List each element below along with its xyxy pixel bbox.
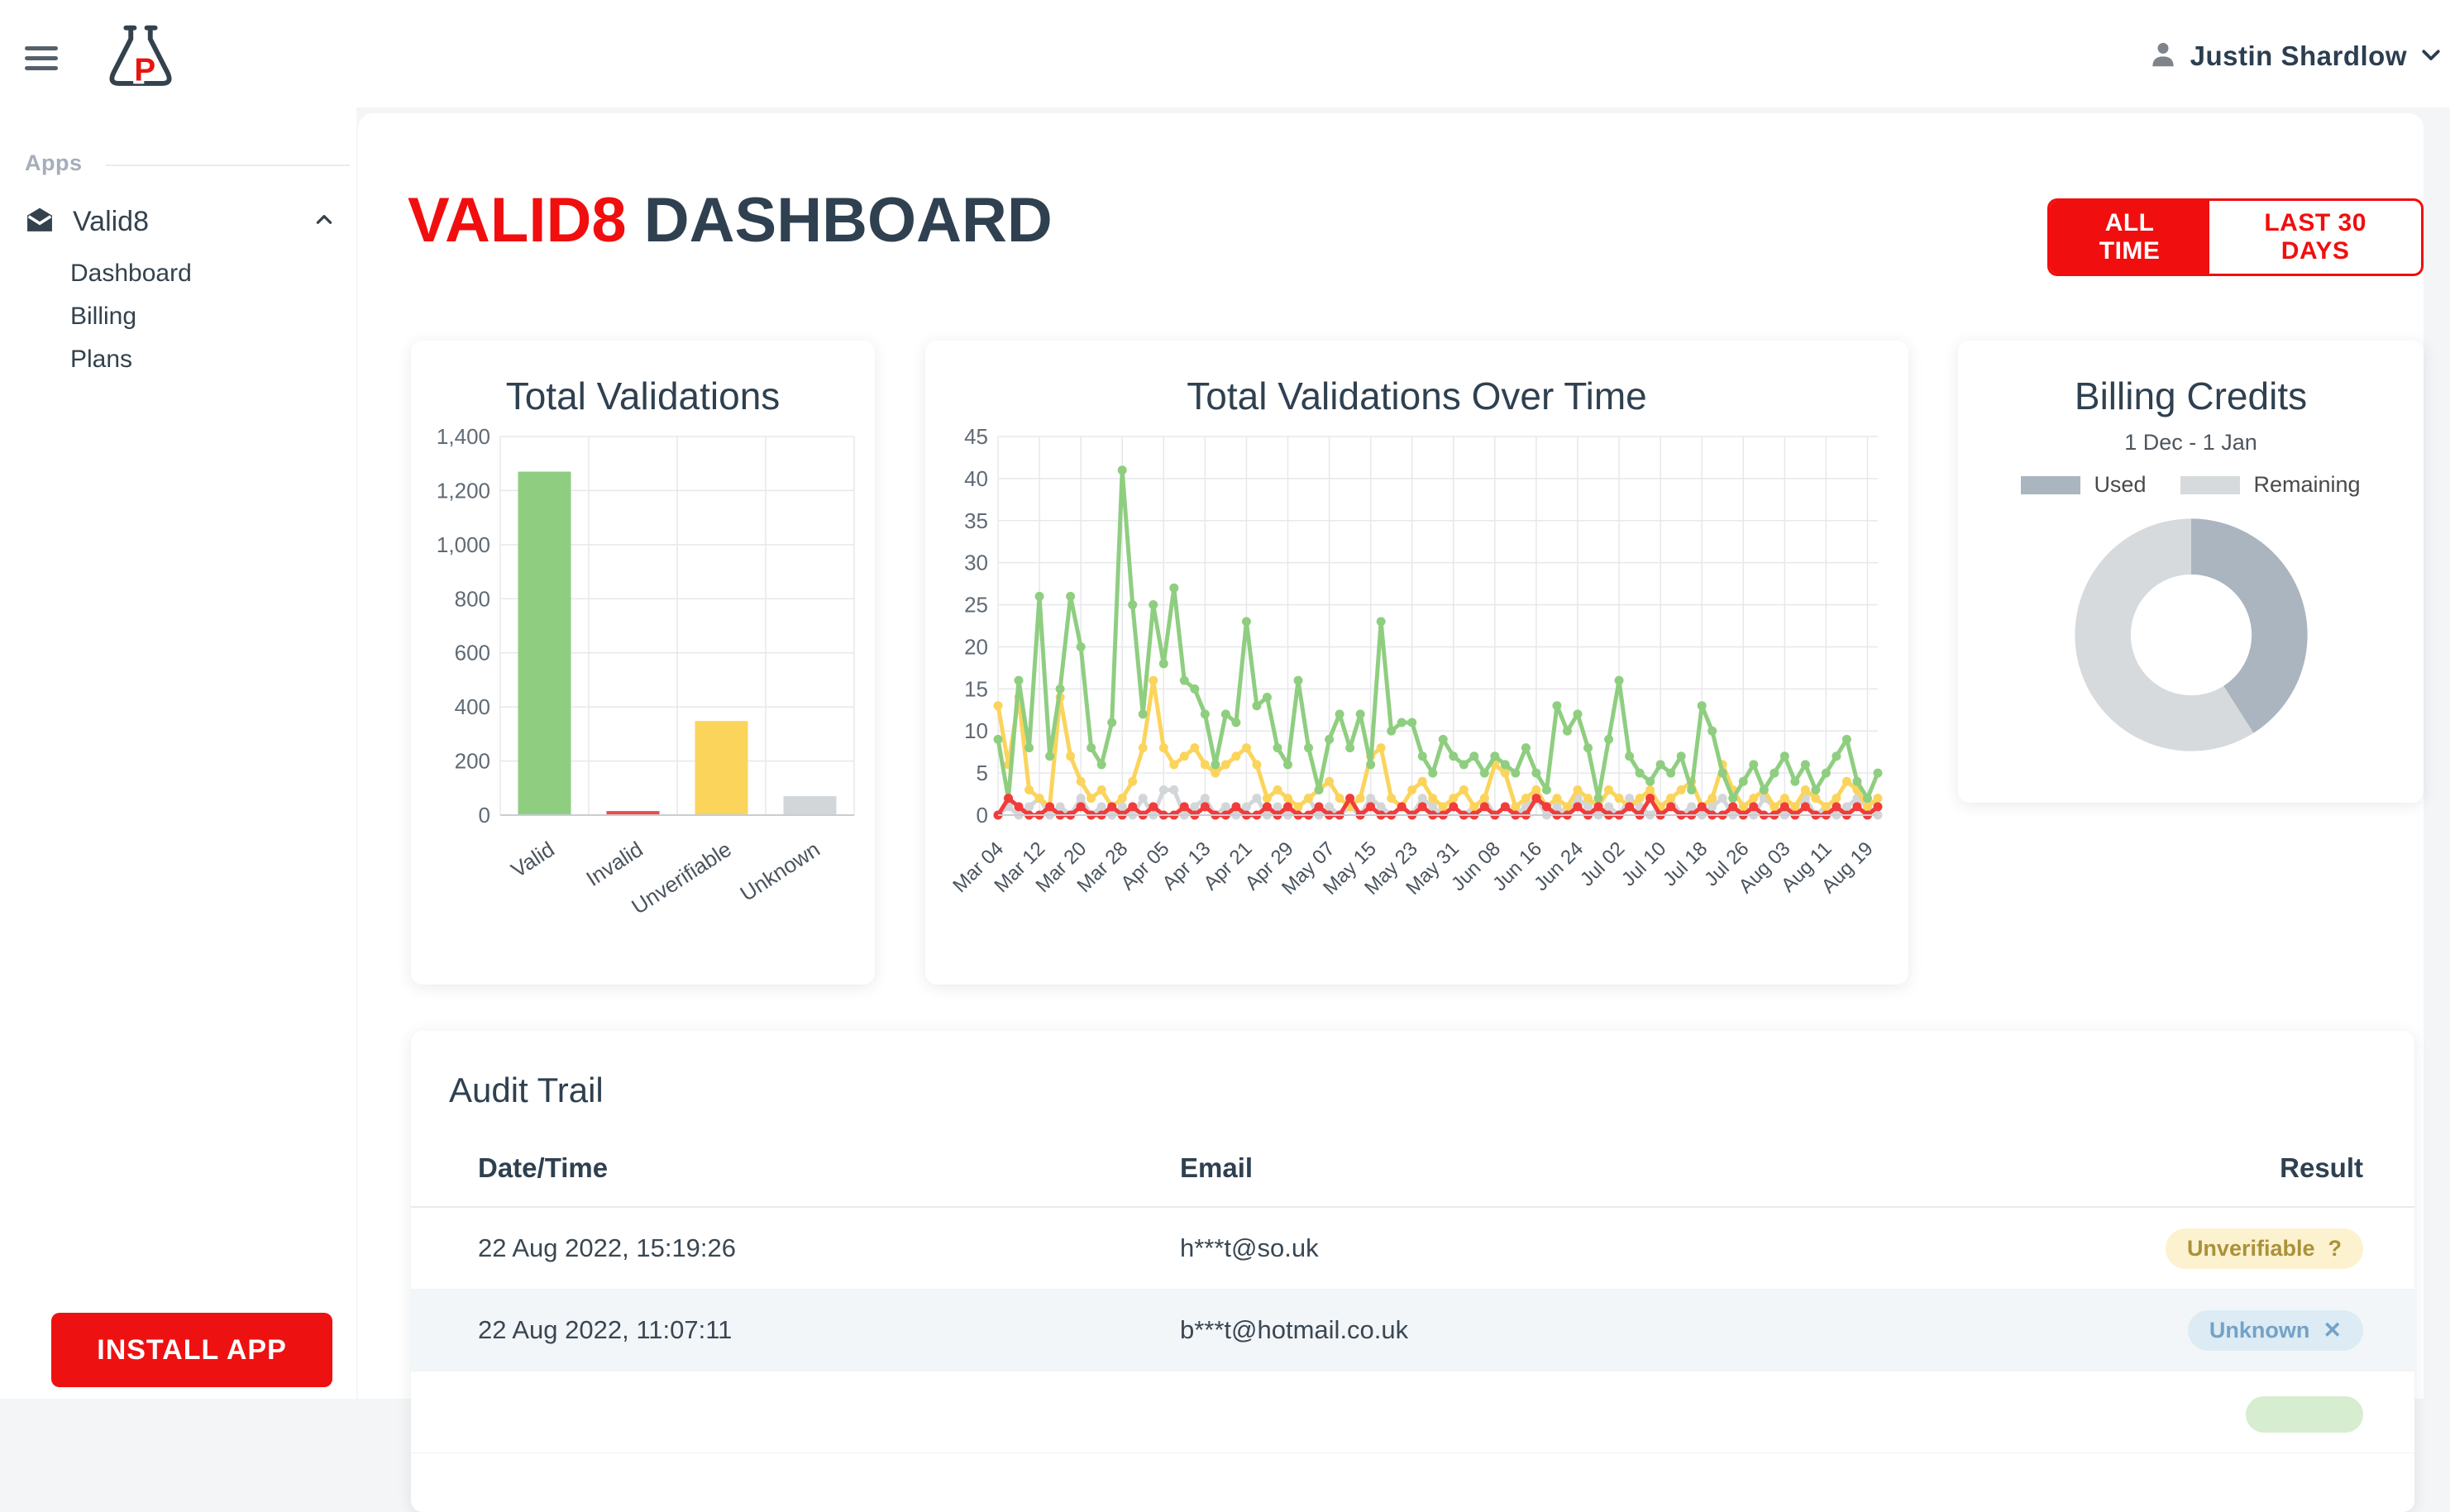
legend-label: Used xyxy=(2094,472,2147,497)
svg-text:30: 30 xyxy=(964,551,988,575)
top-bar: P Justin Shardlow xyxy=(0,0,2450,107)
cell-email: b***t@hotmail.co.uk xyxy=(1180,1315,1409,1344)
sidebar-item-billing[interactable]: Billing xyxy=(70,303,137,330)
svg-text:Valid: Valid xyxy=(506,837,558,883)
audit-table-row: 22 Aug 2022, 11:07:11 b***t@hotmail.co.uk… xyxy=(411,1290,2414,1371)
audit-table-header: Date/Time Email Result xyxy=(411,1130,2414,1208)
cell-email: h***t@so.uk xyxy=(1180,1233,1319,1262)
page-title-rest: DASHBOARD xyxy=(626,185,1053,255)
billing-credits-card: Billing Credits 1 Dec - 1 Jan Used Remain… xyxy=(1958,341,2424,803)
bar-chart-title: Total Validations xyxy=(505,374,781,417)
sidebar-section-label: Apps xyxy=(25,150,83,175)
legend-entry-used[interactable]: Used xyxy=(2021,472,2146,498)
sidebar: Apps Valid8 Dashboard Billing Plans INSTAL… xyxy=(0,0,356,1399)
legend-swatch xyxy=(2021,475,2081,494)
sidebar-item-plans[interactable]: Plans xyxy=(70,346,133,373)
svg-text:Invalid: Invalid xyxy=(581,837,647,891)
sidebar-item-valid8[interactable]: Valid8 xyxy=(0,198,356,245)
svg-text:1,000: 1,000 xyxy=(436,532,490,557)
svg-text:Jul 18: Jul 18 xyxy=(1659,837,1712,890)
sidebar-app-label: Valid8 xyxy=(73,205,149,237)
user-name: Justin Shardlow xyxy=(2190,41,2407,71)
chevron-down-icon xyxy=(2419,42,2443,71)
validations-over-time-card: Total Validations Over Time 0 5 10 15 20 25 30… xyxy=(925,341,1908,985)
legend-swatch xyxy=(2180,475,2241,494)
filter-last-30-days[interactable]: LAST 30 DAYS xyxy=(2209,201,2421,274)
svg-text:1,400: 1,400 xyxy=(436,427,490,449)
result-badge-unknown: Unknown ✕ xyxy=(2187,1309,2363,1351)
page-title-accent: VALID8 xyxy=(408,185,627,255)
chevron-up-icon xyxy=(313,209,335,235)
cell-datetime: 22 Aug 2022, 15:19:26 xyxy=(478,1233,737,1262)
svg-text:40: 40 xyxy=(964,466,988,491)
result-badge-valid xyxy=(2246,1396,2363,1433)
svg-text:1,200: 1,200 xyxy=(436,478,490,503)
audit-table-row xyxy=(411,1371,2414,1453)
time-range-toggle: ALL TIME LAST 30 DAYS xyxy=(2047,198,2424,276)
svg-text:15: 15 xyxy=(964,676,988,701)
svg-text:Unverifiable: Unverifiable xyxy=(627,837,735,919)
page-title: VALID8 DASHBOARD xyxy=(408,184,1053,256)
legend-label: Remaining xyxy=(2253,472,2361,497)
result-question-icon: ? xyxy=(2328,1235,2343,1261)
column-header-email: Email xyxy=(1180,1152,1254,1183)
svg-text:800: 800 xyxy=(454,586,490,611)
user-menu[interactable]: Justin Shardlow xyxy=(2147,33,2443,79)
audit-trail-title: Audit Trail xyxy=(449,1071,604,1109)
logo-letter: P xyxy=(134,53,155,88)
svg-text:10: 10 xyxy=(964,718,988,743)
legend-entry-remaining[interactable]: Remaining xyxy=(2180,472,2361,498)
line-chart-title: Total Validations Over Time xyxy=(1187,374,1647,417)
total-validations-card: Total Validations 0 200 400 600 800 1,000 1,20… xyxy=(411,341,875,985)
svg-text:25: 25 xyxy=(964,593,988,618)
filter-all-time[interactable]: ALL TIME xyxy=(2050,201,2210,274)
svg-text:0: 0 xyxy=(976,803,987,828)
donut-chart-title: Billing Credits xyxy=(2074,374,2308,417)
column-header-result: Result xyxy=(2280,1152,2363,1183)
app-logo-flask-icon: P xyxy=(106,21,175,93)
donut-legend: Used Remaining xyxy=(1958,472,2424,498)
result-label: Unverifiable xyxy=(2186,1235,2315,1261)
cell-datetime: 22 Aug 2022, 11:07:11 xyxy=(478,1315,733,1344)
svg-text:20: 20 xyxy=(964,634,988,659)
svg-text:400: 400 xyxy=(454,694,490,719)
hamburger-menu-icon[interactable] xyxy=(25,46,58,71)
audit-trail-card: Audit Trail Date/Time Email Result 22 Au… xyxy=(411,1031,2414,1512)
svg-text:5: 5 xyxy=(976,761,987,785)
svg-text:35: 35 xyxy=(964,508,988,533)
main-content-panel: VALID8 DASHBOARD ALL TIME LAST 30 DAYS To… xyxy=(358,113,2424,1512)
svg-text:200: 200 xyxy=(454,749,490,774)
sidebar-item-dashboard[interactable]: Dashboard xyxy=(70,260,192,287)
billing-period-label: 1 Dec - 1 Jan xyxy=(2124,430,2257,455)
total-validations-bar-chart: 0 200 400 600 800 1,000 1,200 1,400 Valid Invalid… xyxy=(436,427,855,919)
mail-icon xyxy=(25,207,55,237)
svg-text:Unknown: Unknown xyxy=(735,837,824,906)
result-label: Unknown xyxy=(2209,1317,2310,1343)
result-badge-unverifiable: Unverifiable? xyxy=(2165,1228,2363,1269)
svg-text:Jul 10: Jul 10 xyxy=(1617,837,1669,890)
install-app-button[interactable]: INSTALL APP xyxy=(51,1313,332,1387)
column-header-datetime: Date/Time xyxy=(478,1152,609,1183)
svg-text:45: 45 xyxy=(964,427,988,449)
svg-text:0: 0 xyxy=(478,803,490,828)
user-avatar-icon xyxy=(2147,39,2179,74)
audit-table-row: 22 Aug 2022, 15:19:26 h***t@so.uk Unverifi… xyxy=(411,1208,2414,1290)
svg-text:Jul 02: Jul 02 xyxy=(1575,837,1628,890)
result-close-icon: ✕ xyxy=(2323,1317,2342,1343)
sidebar-divider xyxy=(106,165,350,166)
svg-text:600: 600 xyxy=(454,641,490,665)
billing-credits-donut-chart xyxy=(2074,518,2308,751)
